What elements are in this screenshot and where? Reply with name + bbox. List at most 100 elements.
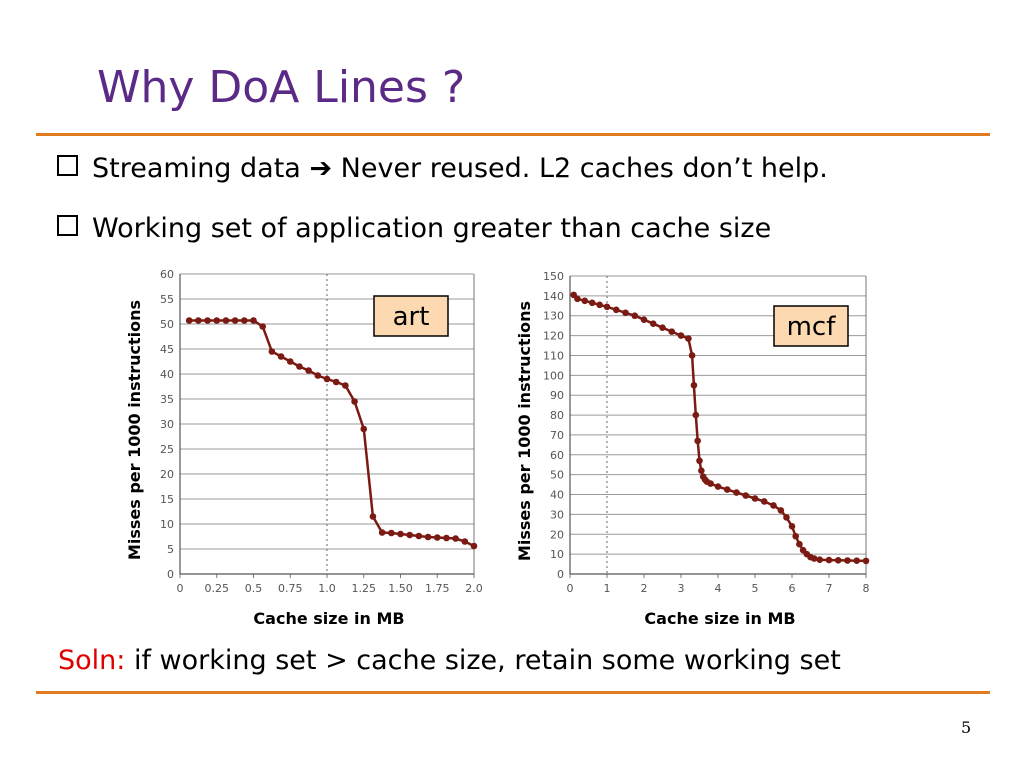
data-point [751, 495, 759, 502]
data-point [622, 309, 629, 317]
data-point [461, 538, 469, 545]
y-tick-label: 130 [543, 310, 564, 323]
data-point [342, 382, 349, 389]
y-tick-label: 55 [160, 293, 174, 306]
right-arrow-icon: ➔ [309, 153, 333, 184]
data-point [668, 328, 676, 335]
y-tick-label: 30 [550, 508, 564, 521]
y-tick-label: 20 [160, 468, 174, 481]
data-point [698, 467, 705, 474]
y-tick-label: 45 [160, 343, 174, 356]
x-tick-label: 0.75 [278, 582, 303, 595]
x-tick-label: 1.25 [352, 582, 377, 595]
solution-line: Soln: if working set > cache size, retai… [58, 645, 841, 676]
y-tick-label: 140 [543, 290, 564, 303]
data-point [305, 367, 312, 374]
data-point [443, 534, 450, 542]
data-point [723, 486, 731, 493]
bullet-text-after: Never reused. L2 caches don’t help. [340, 153, 828, 184]
data-point [241, 317, 248, 324]
benchmark-tag-box [773, 305, 849, 347]
data-point [777, 507, 785, 514]
data-point [612, 306, 620, 314]
data-point [332, 378, 340, 386]
y-axis-label: Misses per 1000 instructions [515, 301, 534, 561]
data-point [844, 557, 851, 564]
data-point [816, 556, 824, 563]
x-axis-label: Cache size in MB [253, 609, 404, 628]
data-point [659, 324, 666, 331]
data-point [796, 540, 803, 548]
data-point [574, 295, 581, 303]
checkbox-bullet-icon [57, 155, 78, 176]
x-tick-label: 5 [752, 582, 759, 595]
data-point [649, 320, 657, 327]
data-point [424, 533, 432, 541]
data-point [596, 301, 603, 309]
data-point [688, 352, 696, 359]
data-point [388, 529, 395, 537]
data-point [825, 556, 833, 564]
x-tick-label: 7 [826, 582, 833, 595]
y-tick-label: 150 [543, 270, 564, 283]
data-point [470, 542, 478, 550]
y-tick-label: 50 [550, 469, 564, 482]
x-tick-label: 0 [177, 582, 184, 595]
page-number: 5 [961, 718, 972, 737]
data-point [323, 375, 331, 383]
data-point [640, 316, 648, 324]
data-point [770, 502, 777, 509]
x-tick-label: 6 [789, 582, 796, 595]
bullet-working-set: Working set of application greater than … [57, 213, 771, 244]
x-tick-label: 2 [641, 582, 648, 595]
data-point [268, 348, 276, 355]
data-point [714, 483, 722, 490]
data-point [690, 381, 698, 389]
x-tick-label: 1.0 [318, 582, 336, 595]
bullet-text-before: Streaming data [92, 153, 301, 184]
data-point [397, 530, 404, 538]
data-point [696, 457, 703, 465]
x-tick-label: 3 [678, 582, 685, 595]
data-point [588, 299, 596, 307]
data-point [213, 317, 221, 324]
data-point [733, 489, 740, 496]
data-point [259, 323, 266, 330]
data-point [222, 317, 230, 324]
data-point [314, 372, 322, 379]
data-point [707, 480, 714, 487]
y-tick-label: 50 [160, 318, 174, 331]
art-miss-curve-chart: 0 5 10 15 20 25 30 35 40 45 50 55 60 0 0.25 0.5 0.75 1.0 1… [125, 268, 483, 628]
data-point [692, 411, 700, 419]
y-tick-label: 100 [543, 369, 564, 382]
y-tick-label: 30 [160, 418, 174, 431]
data-point [296, 363, 303, 370]
x-tick-label: 0.25 [205, 582, 230, 595]
data-point [231, 317, 239, 324]
x-tick-label: 1.75 [425, 582, 450, 595]
data-point [677, 332, 685, 339]
title-divider [36, 133, 990, 136]
y-tick-label: 35 [160, 393, 174, 406]
y-tick-label: 0 [557, 568, 564, 581]
y-tick-label: 70 [550, 429, 564, 442]
y-tick-label: 90 [550, 389, 564, 402]
x-tick-label: 0.5 [245, 582, 263, 595]
data-point [360, 425, 368, 433]
data-point [694, 437, 701, 445]
data-point [195, 317, 202, 324]
benchmark-tag-box [373, 295, 449, 337]
data-point [415, 532, 423, 540]
data-point [433, 534, 441, 541]
y-tick-label: 10 [550, 548, 564, 561]
x-tick-label: 4 [715, 582, 722, 595]
data-point [204, 317, 211, 324]
data-point [783, 514, 790, 521]
solution-text: if working set > cache size, retain some… [125, 645, 841, 676]
y-tick-label: 15 [160, 493, 174, 506]
benchmark-tag-label: mcf [787, 312, 837, 342]
benchmark-tag-label: art [393, 302, 430, 332]
data-point [792, 532, 799, 540]
y-axis-label: Misses per 1000 instructions [125, 300, 144, 560]
data-point [810, 555, 818, 562]
